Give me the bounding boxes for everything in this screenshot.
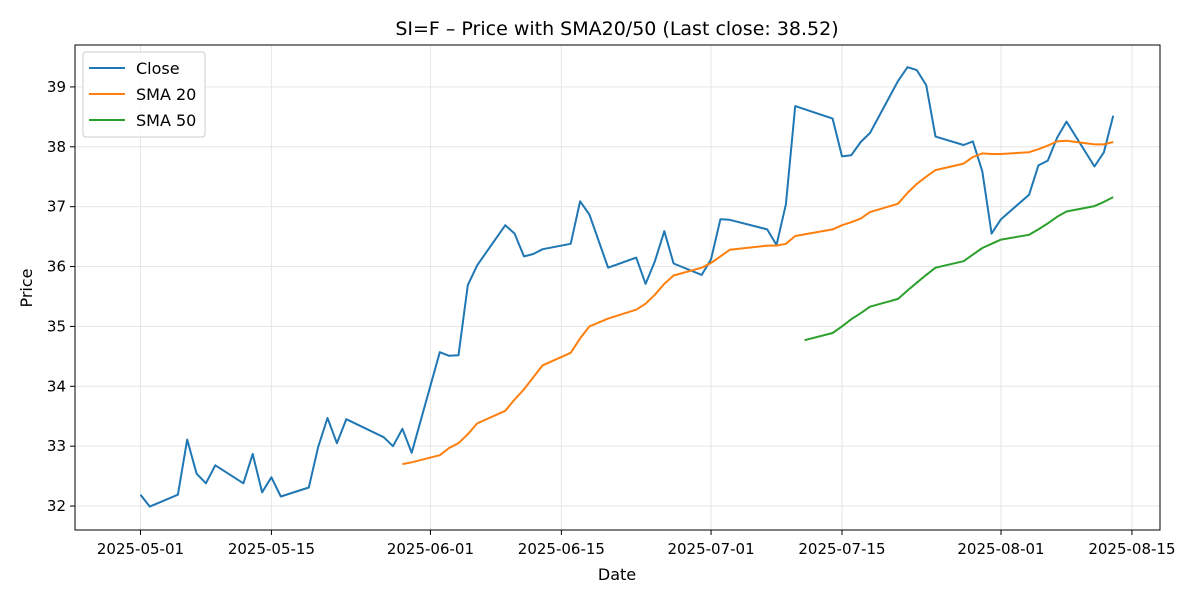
- y-ticks: 32 33 34 35 36 37 38 39: [47, 78, 75, 515]
- y-tick-label: 39: [47, 78, 66, 96]
- y-tick-label: 34: [47, 377, 66, 395]
- y-tick-label: 36: [47, 258, 66, 276]
- plot-frame: [74, 44, 1161, 531]
- legend-item-sma-20-label: SMA 20: [136, 85, 196, 104]
- y-tick-label: 32: [47, 497, 66, 515]
- grid: [75, 45, 1160, 530]
- x-tick-label: 2025-06-15: [518, 540, 605, 558]
- x-axis-label: Date: [598, 565, 636, 584]
- y-tick-label: 38: [47, 138, 66, 156]
- x-tick-label: 2025-07-01: [667, 540, 754, 558]
- x-tick-label: 2025-08-01: [957, 540, 1044, 558]
- sma-50-line: [804, 196, 1114, 342]
- legend: Close SMA 20 SMA 50: [82, 51, 206, 138]
- y-tick-label: 33: [47, 437, 66, 455]
- sma-20-line: [402, 139, 1114, 466]
- x-ticks: 2025-05-01 2025-05-15 2025-06-01 2025-06-15…: [97, 530, 1176, 558]
- chart-title: SI=F – Price with SMA20/50 (Last close: …: [395, 18, 838, 40]
- series-lines: [139, 66, 1115, 508]
- y-tick-label: 35: [47, 317, 66, 335]
- legend-item-close-label: Close: [136, 59, 180, 78]
- x-tick-label: 2025-07-15: [798, 540, 885, 558]
- x-tick-label: 2025-06-01: [387, 540, 474, 558]
- x-tick-label: 2025-05-01: [97, 540, 184, 558]
- x-tick-label: 2025-05-15: [228, 540, 315, 558]
- y-axis-label: Price: [17, 268, 36, 307]
- close-price-line: [139, 66, 1115, 508]
- legend-item-sma-50-label: SMA 50: [136, 111, 196, 130]
- y-tick-label: 37: [47, 198, 66, 216]
- legend-box: [82, 51, 206, 138]
- x-tick-label: 2025-08-15: [1088, 540, 1175, 558]
